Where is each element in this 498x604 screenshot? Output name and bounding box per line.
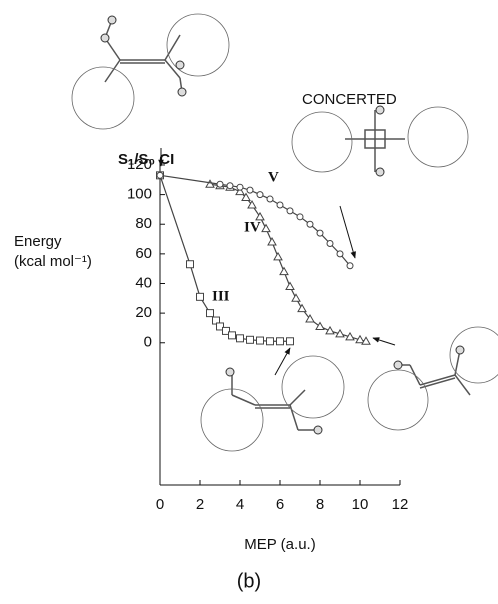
marker — [187, 261, 194, 268]
x-tick-label: 2 — [196, 496, 204, 513]
arrow — [340, 206, 355, 258]
marker — [277, 202, 283, 208]
marker — [286, 282, 294, 289]
arrow — [275, 348, 290, 375]
series-label: III — [212, 288, 230, 304]
marker — [292, 294, 300, 301]
marker — [207, 310, 214, 317]
annotation: CONCERTED — [302, 91, 397, 108]
y-tick-label: 40 — [135, 274, 152, 291]
x-tick-label: 0 — [156, 496, 164, 513]
series-line — [210, 184, 366, 341]
marker — [157, 172, 163, 178]
marker — [227, 183, 233, 189]
y-tick-label: 20 — [135, 304, 152, 321]
marker — [298, 305, 306, 312]
y-tick-label: 100 — [127, 186, 152, 203]
marker — [267, 338, 274, 345]
y-tick-label: 60 — [135, 245, 152, 262]
marker — [297, 214, 303, 220]
figure: S₁/S₀ CI CONCERTED Energy (kcal mol⁻¹) M… — [0, 0, 498, 599]
marker — [197, 293, 204, 300]
marker — [237, 184, 243, 190]
molecule-concerted — [292, 106, 468, 176]
marker — [316, 322, 324, 329]
arrow — [373, 338, 395, 345]
series-label: IV — [244, 219, 261, 235]
marker — [257, 192, 263, 198]
marker — [337, 251, 343, 257]
y-tick-label: 120 — [127, 156, 152, 173]
marker — [347, 263, 353, 269]
marker — [274, 253, 282, 260]
y-tick-label: 80 — [135, 215, 152, 232]
x-tick-label: 10 — [352, 496, 369, 513]
marker — [287, 338, 294, 345]
x-tick-label: 6 — [276, 496, 284, 513]
marker — [262, 225, 270, 232]
panel-label: (b) — [237, 570, 261, 592]
marker — [307, 221, 313, 227]
marker — [229, 332, 236, 339]
x-axis-label: MEP (a.u.) — [244, 536, 315, 553]
x-tick-label: 8 — [316, 496, 324, 513]
y-axis-label: Energy — [14, 233, 62, 250]
marker — [277, 338, 284, 345]
x-tick-label: 4 — [236, 496, 244, 513]
marker — [247, 187, 253, 193]
y-axis-label: (kcal mol⁻¹) — [14, 253, 92, 270]
marker — [327, 240, 333, 246]
marker — [257, 337, 264, 344]
marker — [237, 335, 244, 342]
marker — [247, 336, 254, 343]
molecule-top — [72, 14, 229, 129]
marker — [267, 196, 273, 202]
marker — [217, 181, 223, 187]
molecule-III — [201, 356, 344, 451]
marker — [326, 327, 334, 334]
marker — [287, 208, 293, 214]
marker — [280, 268, 288, 275]
y-tick-label: 0 — [144, 334, 152, 351]
marker — [317, 230, 323, 236]
marker — [268, 238, 276, 245]
series-label: V — [268, 169, 279, 185]
x-tick-label: 12 — [392, 496, 409, 513]
